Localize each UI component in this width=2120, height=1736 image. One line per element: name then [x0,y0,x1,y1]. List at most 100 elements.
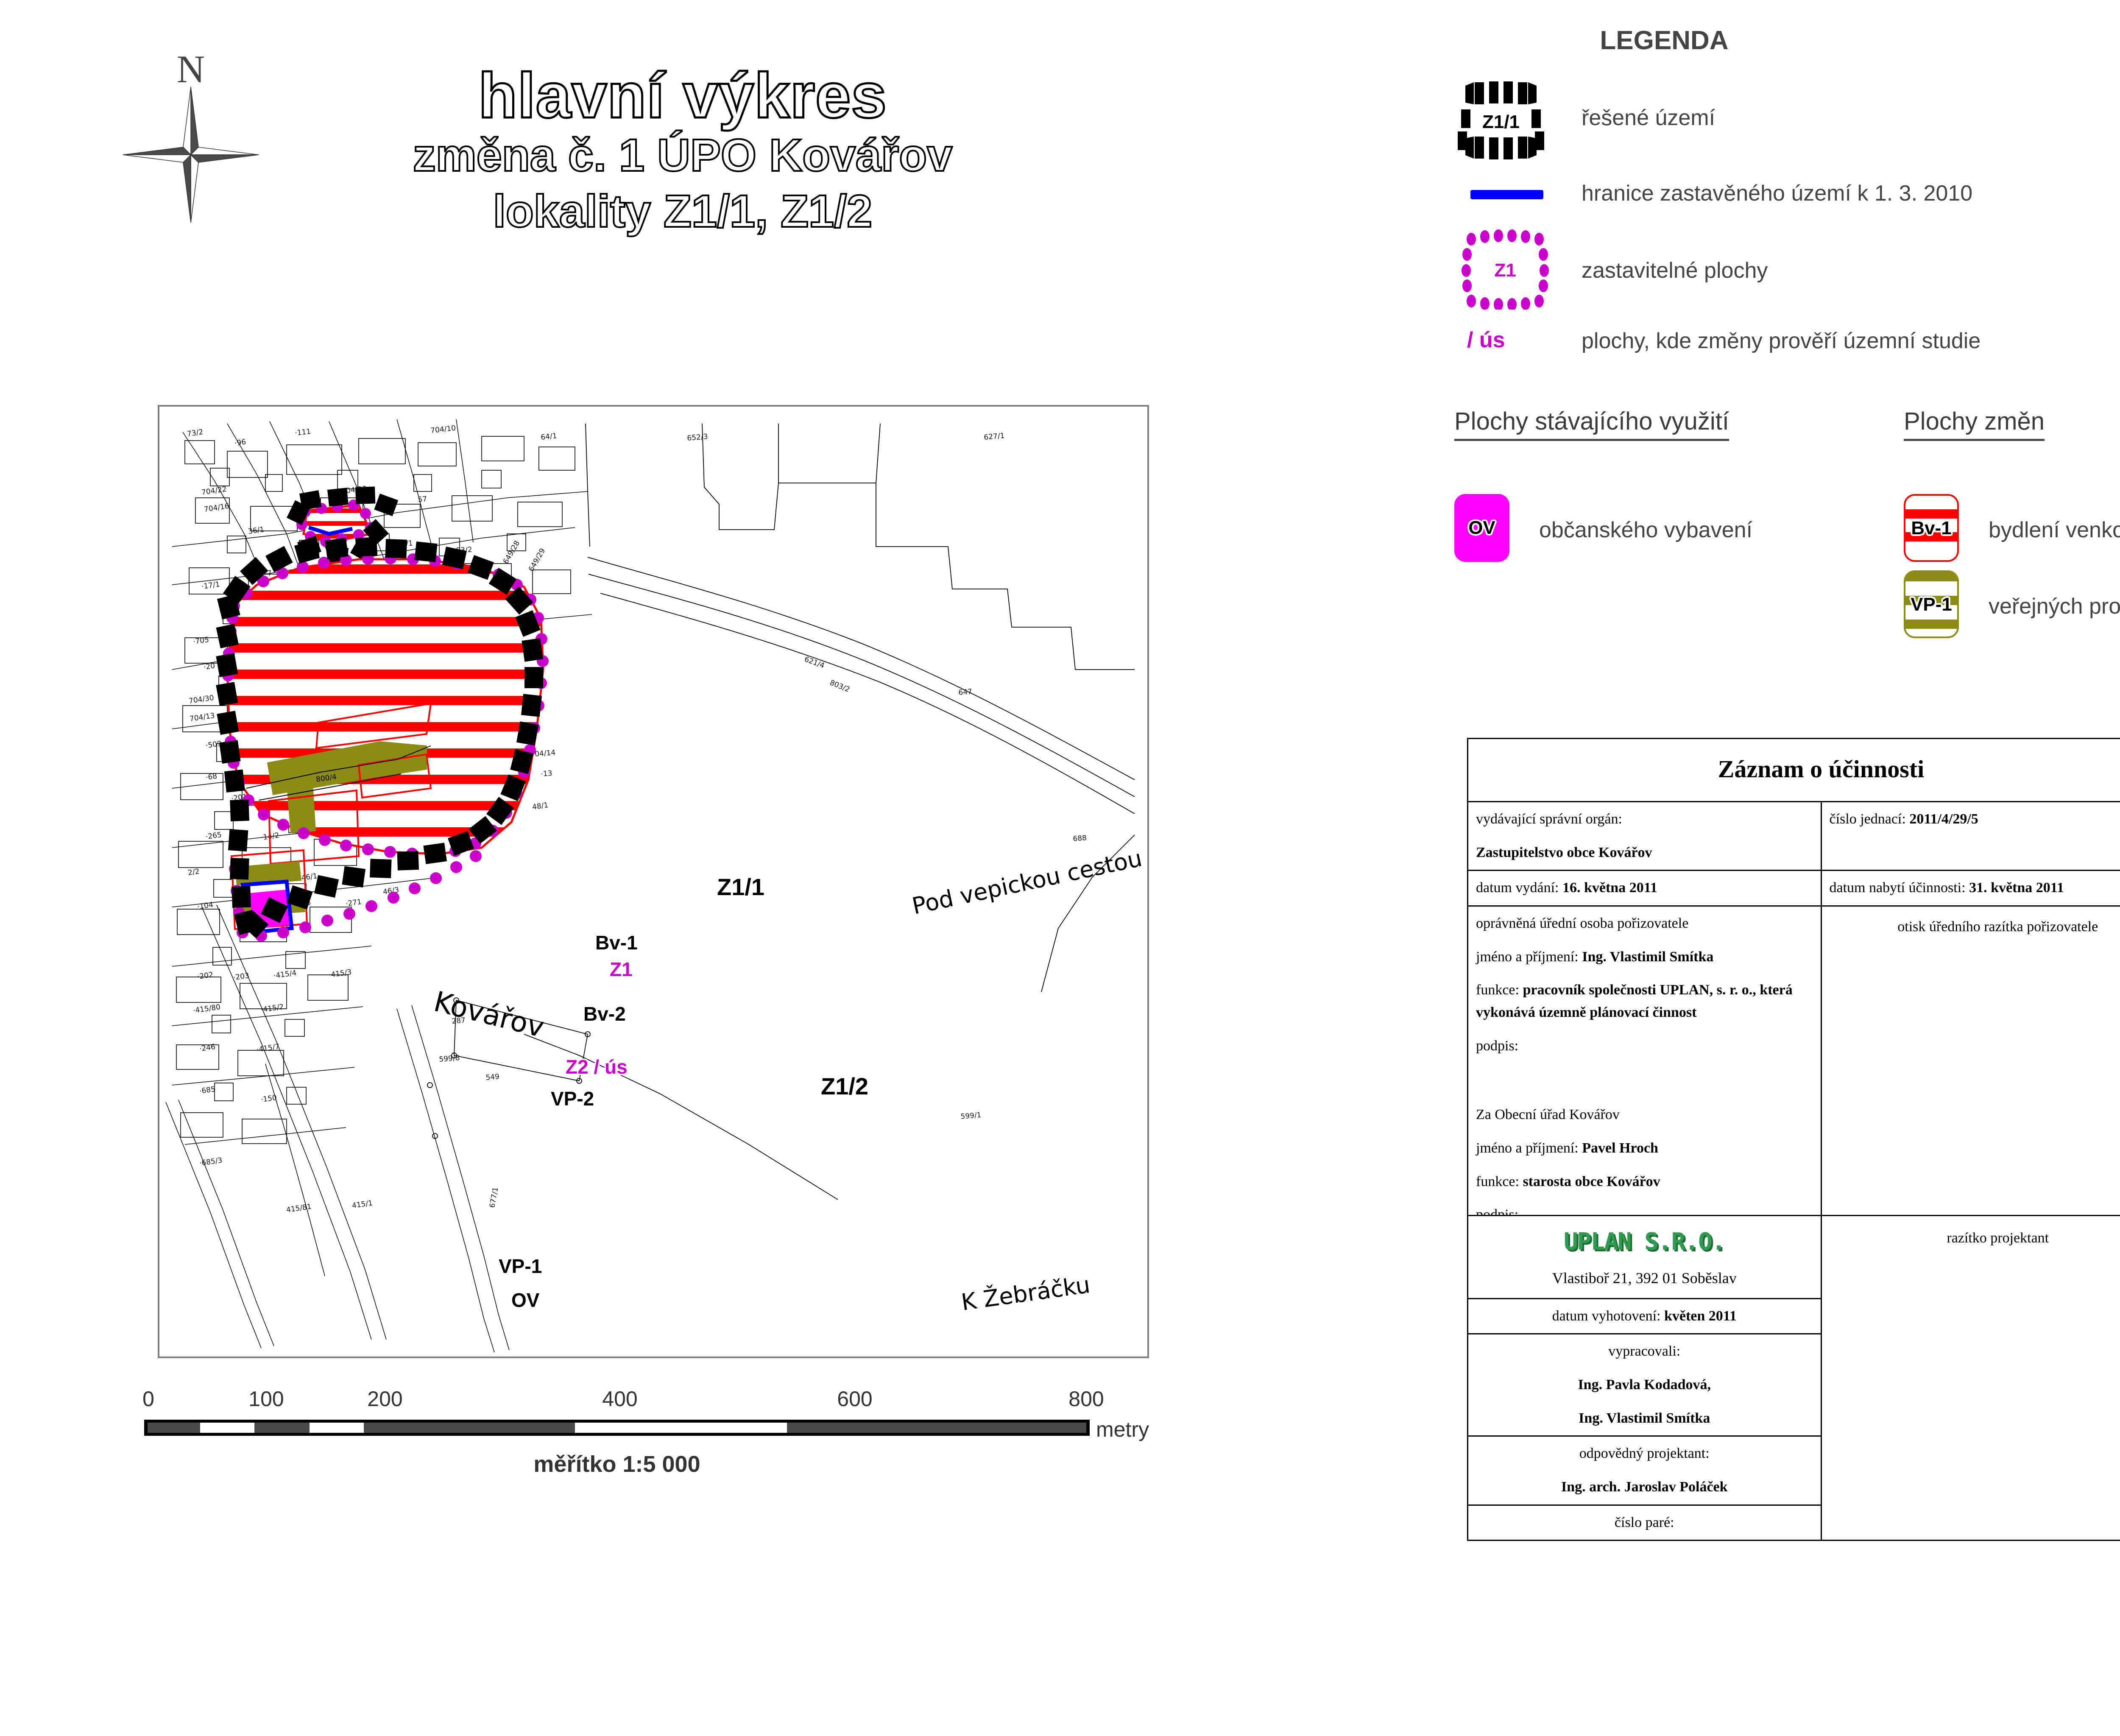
svg-text:·111: ·111 [294,427,311,438]
cell-effective-date: datum nabytí účinnosti: 31. května 2011 [1820,870,2120,907]
legend-swatch-bv1: Bv-1 [1904,494,1959,562]
scale-tick-0: 0 [142,1387,154,1411]
cell-reference-number: číslo jednací: 2011/4/29/5 [1820,801,2120,871]
svg-text:599/1: 599/1 [960,1111,982,1121]
map-label-z11: Z1/1 [717,874,765,900]
svg-text:·68: ·68 [205,772,218,782]
svg-text:415/1: 415/1 [351,1199,373,1210]
completion-date-label: datum vyhotovení: [1552,1308,1661,1324]
cell-date: datum vyhotovení: květen 2011 [1467,1298,1822,1335]
official-role-label: funkce: [1476,982,1519,998]
issuing-authority-label: vydávající správní orgán: [1476,811,1622,827]
author-1: Ing. Pavla Kodadová, [1578,1376,1711,1393]
svg-text:704/30: 704/30 [188,694,215,706]
table-row-title: Záznam o účinnosti [1467,738,2120,802]
author-block-table: UPLAN S.R.O. Vlastiboř 21, 392 01 Soběsl… [1467,1214,2120,1541]
designer-value: Ing. arch. Jaroslav Poláček [1561,1479,1728,1495]
official-name-value: Ing. Vlastimil Smítka [1582,949,1714,965]
svg-text:·202: ·202 [197,971,214,981]
legend-code-vp1: VP-1 [1911,594,1952,615]
svg-text:·415/3: ·415/3 [328,968,352,980]
svg-text:677/1: 677/1 [488,1186,500,1209]
svg-text:·271: ·271 [345,898,362,908]
completion-date-value: květen 2011 [1664,1308,1737,1324]
cell-company: UPLAN S.R.O. Vlastiboř 21, 392 01 Soběsl… [1467,1215,1822,1299]
svg-text:652/3: 652/3 [687,433,709,443]
table-row-copy: číslo paré: [1467,1504,2120,1541]
official-role-value: pracovník společnosti UPLAN, s. r. o., k… [1476,982,1793,1021]
page-title: hlavní výkres změna č. 1 ÚPO Kovářov lok… [365,63,1001,239]
svg-text:·203: ·203 [233,971,250,982]
svg-text:·415/2: ·415/2 [260,1003,285,1014]
issuing-authority-value: Zastupitelstvo obce Kovářov [1476,844,1652,860]
legend-label-uzemni-studie: plochy, kde změny prověří územní studie [1582,329,1981,353]
effective-date-value: 31. května 2011 [1969,880,2064,896]
svg-text:·265: ·265 [205,831,222,841]
legend-swatch-ov: OV [1454,494,1509,562]
north-arrow: N [123,47,259,225]
svg-text:·415/4: ·415/4 [273,969,297,980]
svg-text:·96: ·96 [234,438,247,448]
reference-number-label: číslo jednací: [1829,811,1906,827]
cell-issue-date: datum vydání: 16. května 2011 [1467,870,1822,907]
mayor-role-value: starosta obce Kovářov [1523,1173,1660,1189]
map-label-z1: Z1 [610,958,633,980]
map-label-vp1: VP-1 [499,1255,542,1277]
svg-text:·685/3: ·685/3 [199,1156,223,1168]
cell-issuing-authority: vydávající správní orgán: Zastupitelstvo… [1467,801,1822,871]
svg-text:·415/80: ·415/80 [192,1003,221,1015]
svg-text:·46/1: ·46/1 [298,872,318,883]
legend-panel: LEGENDA Z1/1 ře [1442,17,2120,638]
legend-item-uzemni-studie: / ús plochy, kde změny prověří územní st… [1442,326,2120,364]
svg-text:704/10: 704/10 [430,424,456,435]
cell-designer-stamp: razítko projektant [1820,1214,2120,1541]
mayor-role-label: funkce: [1476,1173,1519,1189]
legend-item-hranice: hranice zastavěného území k 1. 3. 2010 [1442,178,2120,212]
legend-code-ov: OV [1468,517,1495,538]
issue-date-label: datum vydání: [1476,880,1559,896]
map-canvas[interactable]: 73/2 ·96 ·111 704/10 64/1 704/22 704/16 … [158,405,1149,1358]
svg-text:704/22: 704/22 [201,485,227,497]
legend-code-us: / ús [1467,328,1505,352]
official-name-label: jméno a příjmení: [1476,949,1579,965]
designer-stamp-label: razítko projektant [1947,1230,2049,1246]
title-line3: lokality Z1/1, Z1/2 [492,184,873,237]
svg-text:549: 549 [485,1072,500,1082]
svg-text:688: 688 [1073,834,1087,843]
svg-text:Z1: Z1 [1494,260,1516,281]
effectiveness-record-table: Záznam o účinnosti vydávající správní or… [1467,738,2120,1284]
cell-designer: odpovědný projektant: Ing. arch. Jarosla… [1467,1435,1822,1506]
svg-text:·705: ·705 [192,636,209,646]
north-arrow-letter: N [176,47,205,91]
official-person-line: oprávněná úřední osoba pořizovatele [1476,915,1689,931]
copy-number-label: číslo paré: [1614,1514,1674,1530]
map-label-bv2: Bv-2 [583,1003,626,1025]
svg-text:803/2: 803/2 [828,678,851,694]
svg-text:704/16: 704/16 [204,502,230,514]
company-address: Vlastiboř 21, 392 01 Soběslav [1552,1269,1737,1287]
svg-text:647: 647 [958,687,973,697]
legend-label-zastavitelne: zastavitelné plochy [1582,258,1768,283]
official-signature-label: podpis: [1476,1038,1519,1054]
cell-authors: vypracovali: Ing. Pavla Kodadová, Ing. V… [1467,1333,1822,1437]
legend-title: LEGENDA [1600,26,1729,55]
municipality-line: Za Obecní úřad Kovářov [1476,1107,1620,1123]
scale-bar-graphic: metry [144,1418,1149,1441]
legend-section-changes-heading: Plochy změn [1904,407,2045,441]
svg-text:621/4: 621/4 [803,655,826,670]
legend-item-resene-uzemi: Z1/1 řešené území [1442,76,2120,161]
mayor-name-value: Pavel Hroch [1582,1140,1658,1156]
legend-label-hranice: hranice zastavěného území k 1. 3. 2010 [1582,181,1973,206]
svg-text:704/13: 704/13 [189,712,215,723]
official-stamp-label: otisk úředního razítka pořizovatele [1897,918,2098,935]
scale-caption: měřítko 1:5 000 [533,1451,700,1477]
svg-text:Z1/1: Z1/1 [1482,112,1520,132]
scale-tick-600: 600 [837,1387,873,1411]
svg-text:·150: ·150 [260,1094,277,1104]
map-label-bv1: Bv-1 [595,932,638,954]
svg-text:·246: ·246 [199,1043,216,1053]
record-table-title: Záznam o účinnosti [1467,738,2120,802]
table-row-authors: vypracovali: Ing. Pavla Kodadová, Ing. V… [1467,1333,2120,1437]
scale-tick-100: 100 [248,1387,284,1411]
effective-date-label: datum nabytí účinnosti: [1829,880,1966,896]
